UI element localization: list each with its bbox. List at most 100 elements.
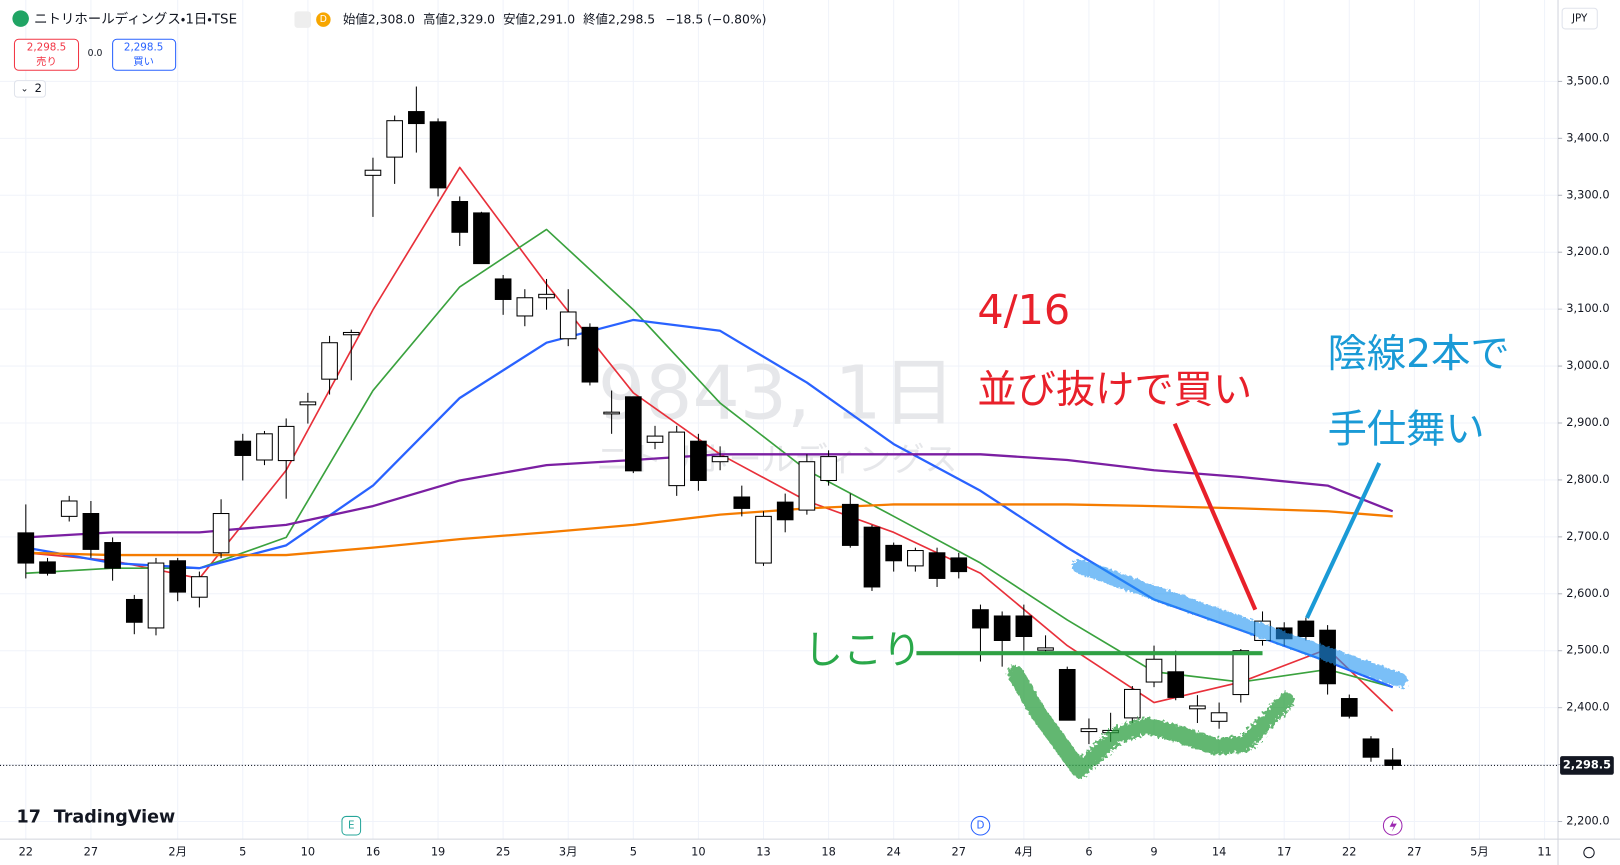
settings-icon[interactable] xyxy=(1583,846,1595,859)
close-value: 2,298.5 xyxy=(608,11,655,26)
symbol-title[interactable]: ニトリホールディングス・1日・TSE xyxy=(34,11,237,28)
sell-price: 2,298.5 xyxy=(27,42,66,54)
candle-body xyxy=(169,560,187,593)
market-status-label: D xyxy=(320,14,327,25)
candle-body xyxy=(972,609,989,629)
candle-body xyxy=(494,278,512,300)
x-tick-label: 4月 xyxy=(1015,845,1034,859)
dividend-label: D xyxy=(976,820,984,832)
w-pattern-highlight xyxy=(1007,665,1295,779)
candle-body xyxy=(1297,620,1315,638)
buy-label: 買い xyxy=(133,56,154,68)
y-tick-label: 3,300.0 xyxy=(1566,187,1609,201)
candle-body xyxy=(581,326,599,383)
y-tick-label: 3,100.0 xyxy=(1566,301,1609,315)
last-price-box xyxy=(1560,756,1614,775)
y-tick-label: 3,000.0 xyxy=(1566,358,1609,372)
candle-body xyxy=(17,532,35,564)
dividend-marker[interactable] xyxy=(970,815,991,836)
candle-body xyxy=(1058,668,1076,721)
buy-button[interactable] xyxy=(112,38,177,71)
candle-body xyxy=(993,615,1011,641)
y-tick-label: 2,700.0 xyxy=(1566,529,1609,543)
x-tick-label: 27 xyxy=(1407,845,1421,859)
trend-highlight xyxy=(1072,559,1408,688)
brand-logo-mark: 17 xyxy=(17,807,41,827)
candle-body xyxy=(321,342,338,380)
earnings-label: E xyxy=(348,820,355,832)
candle-body xyxy=(907,550,924,567)
candle-body xyxy=(690,440,707,482)
candle-body xyxy=(473,212,490,265)
candle-body xyxy=(1189,705,1206,710)
candle-body xyxy=(147,562,165,629)
brand[interactable]: TradingView xyxy=(54,807,176,827)
candle-body xyxy=(646,435,664,443)
candle-body xyxy=(299,401,317,406)
candle-body xyxy=(1232,650,1250,696)
x-tick-label: 24 xyxy=(886,845,900,859)
low-label: 安値 xyxy=(503,11,528,26)
candle-body xyxy=(538,293,555,299)
x-tick-label: 2月 xyxy=(168,845,187,859)
annotation-date: 4/16 xyxy=(977,286,1070,334)
x-tick-label: 5 xyxy=(630,845,637,859)
sell-arrow xyxy=(1305,462,1382,619)
annotation-sell-1: 陰線2本で xyxy=(1328,332,1510,377)
earnings-marker[interactable] xyxy=(341,815,362,836)
candle-body xyxy=(928,552,946,579)
buy-price: 2,298.5 xyxy=(124,42,163,54)
candle-body xyxy=(841,503,859,546)
high-label: 高値 xyxy=(423,11,448,26)
change-value: −18.5 (−0.80%) xyxy=(665,11,766,26)
buy-arrow xyxy=(1172,422,1258,611)
candle-body xyxy=(60,500,78,517)
x-tick-label: 9 xyxy=(1150,845,1157,859)
eye-icon[interactable] xyxy=(294,11,311,28)
x-tick-label: 6 xyxy=(1085,845,1092,859)
indicators-toggle[interactable] xyxy=(13,80,46,98)
x-tick-label: 22 xyxy=(1342,845,1356,859)
currency-button[interactable] xyxy=(1561,7,1598,30)
candle-body xyxy=(342,331,360,336)
x-tick-label: 10 xyxy=(301,845,315,859)
candle-body xyxy=(1145,658,1163,683)
high-value: 2,329.0 xyxy=(448,11,495,26)
candle-body xyxy=(1080,728,1098,733)
x-tick-label: 5 xyxy=(239,845,246,859)
x-tick-label: 16 xyxy=(366,845,380,859)
candle-body xyxy=(1210,712,1228,722)
candle-body xyxy=(1015,615,1033,638)
candle-body xyxy=(104,542,121,569)
x-tick-label: 13 xyxy=(756,845,770,859)
candle-body xyxy=(776,501,794,521)
y-tick-label: 2,600.0 xyxy=(1566,586,1609,600)
currency: JPY xyxy=(1571,13,1588,25)
x-tick-label: 18 xyxy=(821,845,835,859)
moving-average xyxy=(25,503,1393,557)
candle-body xyxy=(234,440,252,456)
x-tick-label: 25 xyxy=(496,845,510,859)
x-tick-label: 27 xyxy=(84,845,98,859)
ohlc-header: 始値2,308.0 高値2,329.0 安値2,291.0 終値2,298.5 … xyxy=(343,11,766,26)
candle-body xyxy=(798,461,816,511)
candle-body xyxy=(212,513,230,554)
indicators-count: 2 xyxy=(35,81,42,95)
market-status[interactable] xyxy=(316,12,331,27)
candle-body xyxy=(1167,671,1185,698)
y-tick-label: 2,200.0 xyxy=(1566,814,1609,828)
indicators-chevron: ⌄ xyxy=(21,83,29,94)
y-tick-label: 3,200.0 xyxy=(1566,244,1609,258)
candle-body xyxy=(950,557,968,573)
candle-body xyxy=(668,431,686,487)
annotation-congestion: しこり xyxy=(804,629,922,674)
candle-body xyxy=(559,311,577,340)
x-tick-label: 14 xyxy=(1212,845,1226,859)
y-tick-label: 2,800.0 xyxy=(1566,472,1609,486)
sell-button[interactable] xyxy=(13,38,80,71)
close-label: 終値 xyxy=(583,11,608,26)
candle-body xyxy=(733,496,751,509)
low-value: 2,291.0 xyxy=(528,11,575,26)
y-tick-label: 2,900.0 xyxy=(1566,415,1609,429)
x-tick-label: 17 xyxy=(1277,845,1291,859)
